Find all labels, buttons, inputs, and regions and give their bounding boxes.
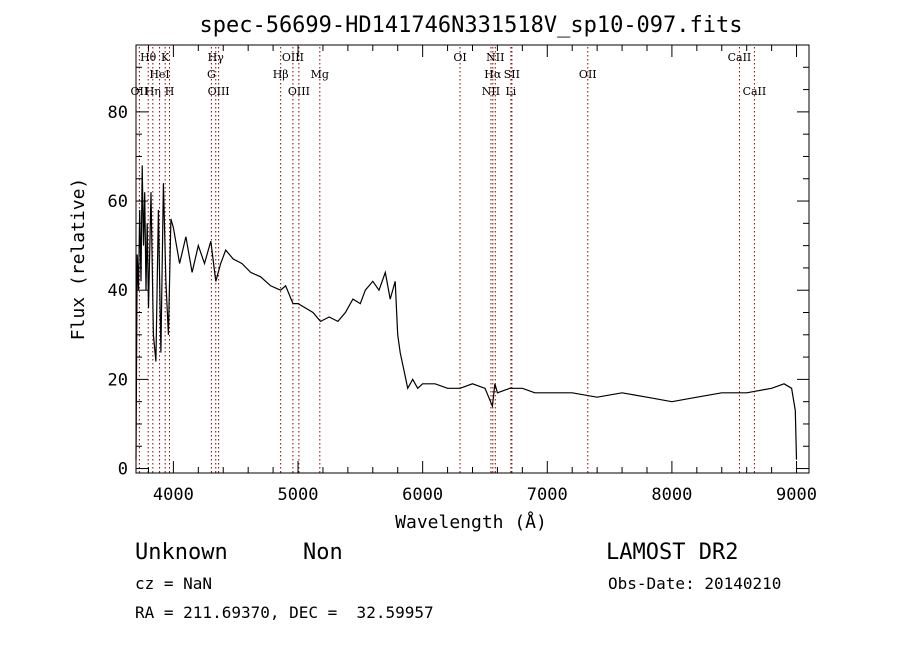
- x-tick-label: 8000: [651, 485, 692, 505]
- spectral-line-label: HeI: [149, 68, 169, 81]
- survey-name: LAMOST DR2: [606, 540, 738, 565]
- x-tick-label: 7000: [527, 485, 568, 505]
- spectral-line-label: OIII: [208, 85, 230, 98]
- y-tick-label: 60: [108, 192, 128, 212]
- spectral-line-label: Mg: [311, 68, 329, 81]
- spectral-line-label: Li: [505, 85, 516, 98]
- spectral-line-label: G: [207, 68, 216, 81]
- x-axis-ticks: 4000 5000 6000 7000 8000 9000: [147, 45, 817, 505]
- object-subclass: Non: [303, 540, 343, 565]
- x-tick-label: 5000: [278, 485, 319, 505]
- y-tick-label: 80: [108, 103, 128, 123]
- spectral-line-label: OII: [579, 68, 597, 81]
- spectral-line-label: OIII: [288, 85, 310, 98]
- x-tick-label: 9000: [776, 485, 817, 505]
- line-markers: [138, 47, 755, 473]
- spectral-line-label: NII: [486, 51, 504, 64]
- spectral-line-label: Hη: [145, 85, 161, 98]
- x-axis-label: Wavelength (Å): [395, 511, 547, 533]
- spectral-line-label: Hγ: [208, 51, 225, 64]
- y-tick-label: 40: [108, 281, 128, 301]
- y-tick-label: 20: [108, 370, 128, 390]
- spectral-line-label: Hβ: [273, 68, 289, 81]
- y-tick-label: 0: [118, 460, 128, 480]
- obs-date: Obs-Date: 20140210: [608, 574, 781, 593]
- spectral-line-label: Hθ: [140, 51, 157, 64]
- spectral-line-label: K: [161, 51, 170, 64]
- spectral-line-label: OI: [453, 51, 466, 64]
- y-axis-ticks: 0 20 40 60 80: [108, 66, 809, 480]
- coordinates: RA = 211.69370, DEC = 32.59957: [135, 603, 434, 622]
- spectral-line-label: CaII: [728, 51, 752, 64]
- spectral-line-label: NII: [482, 85, 500, 98]
- spectral-line-label: OII: [131, 85, 149, 98]
- chart-title: spec-56699-HD141746N331518V_sp10-097.fit…: [199, 13, 742, 38]
- plot-frame: [135, 44, 810, 474]
- spectral-line-label: CaII: [743, 85, 767, 98]
- spectral-line-label: SII: [504, 68, 520, 81]
- spectrum-line: [135, 165, 798, 460]
- redshift-cz: cz = NaN: [135, 574, 212, 593]
- y-axis-label: Flux (relative): [68, 178, 89, 341]
- x-tick-label: 4000: [153, 485, 194, 505]
- spectral-line-label: OIII: [282, 51, 304, 64]
- x-tick-label: 6000: [402, 485, 443, 505]
- spectral-line-label: H: [165, 85, 175, 98]
- spectral-line-label: Hα: [484, 68, 502, 81]
- object-class: Unknown: [135, 540, 228, 565]
